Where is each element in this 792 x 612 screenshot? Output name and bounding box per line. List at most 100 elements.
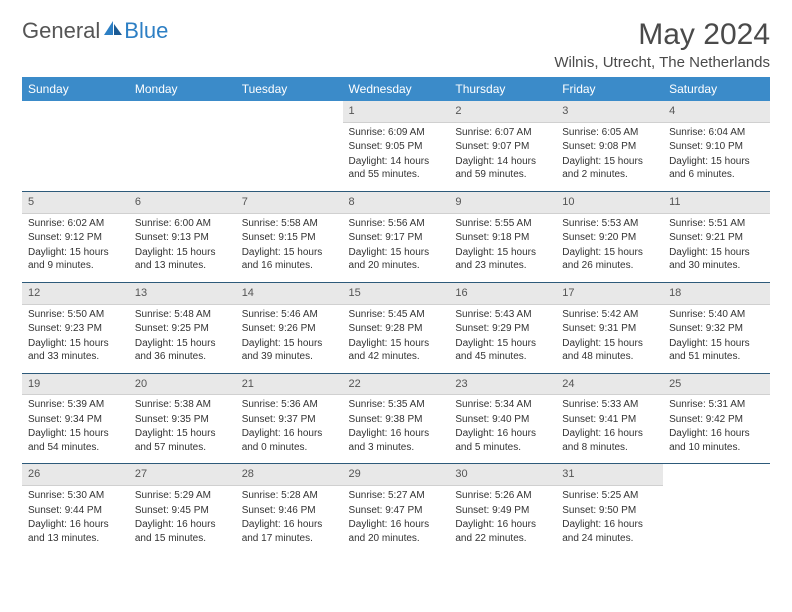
- logo-text-general: General: [22, 18, 100, 44]
- calendar-day: 19Sunrise: 5:39 AMSunset: 9:34 PMDayligh…: [22, 373, 129, 464]
- sunset-text: Sunset: 9:37 PM: [242, 413, 337, 427]
- sunrise-text: Sunrise: 5:34 AM: [455, 398, 550, 412]
- sunset-text: Sunset: 9:12 PM: [28, 231, 123, 245]
- day-body: Sunrise: 5:34 AMSunset: 9:40 PMDaylight:…: [449, 395, 556, 463]
- day-number: 30: [449, 464, 556, 486]
- day-number: 15: [343, 283, 450, 305]
- day-body: Sunrise: 5:58 AMSunset: 9:15 PMDaylight:…: [236, 214, 343, 282]
- day-body: Sunrise: 5:51 AMSunset: 9:21 PMDaylight:…: [663, 214, 770, 282]
- sunset-text: Sunset: 9:45 PM: [135, 504, 230, 518]
- calendar-empty: [22, 101, 129, 191]
- sunrise-text: Sunrise: 5:40 AM: [669, 308, 764, 322]
- weekday-header: Tuesday: [236, 77, 343, 101]
- daylight-text: Daylight: 15 hours and 16 minutes.: [242, 246, 337, 273]
- day-body: Sunrise: 6:07 AMSunset: 9:07 PMDaylight:…: [449, 123, 556, 191]
- daylight-text: Daylight: 15 hours and 30 minutes.: [669, 246, 764, 273]
- daylight-text: Daylight: 15 hours and 48 minutes.: [562, 337, 657, 364]
- calendar-day: 7Sunrise: 5:58 AMSunset: 9:15 PMDaylight…: [236, 191, 343, 282]
- sunrise-text: Sunrise: 5:58 AM: [242, 217, 337, 231]
- sunrise-text: Sunrise: 5:29 AM: [135, 489, 230, 503]
- sunset-text: Sunset: 9:38 PM: [349, 413, 444, 427]
- daylight-text: Daylight: 16 hours and 17 minutes.: [242, 518, 337, 545]
- sunrise-text: Sunrise: 5:46 AM: [242, 308, 337, 322]
- sunrise-text: Sunrise: 5:27 AM: [349, 489, 444, 503]
- day-number: 26: [22, 464, 129, 486]
- sunrise-text: Sunrise: 5:35 AM: [349, 398, 444, 412]
- day-number: 13: [129, 283, 236, 305]
- sunrise-text: Sunrise: 5:39 AM: [28, 398, 123, 412]
- calendar-day: 5Sunrise: 6:02 AMSunset: 9:12 PMDaylight…: [22, 191, 129, 282]
- day-number: 3: [556, 101, 663, 123]
- daylight-text: Daylight: 15 hours and 20 minutes.: [349, 246, 444, 273]
- sunrise-text: Sunrise: 6:07 AM: [455, 126, 550, 140]
- day-number: 22: [343, 374, 450, 396]
- sunset-text: Sunset: 9:35 PM: [135, 413, 230, 427]
- day-number: 21: [236, 374, 343, 396]
- sunset-text: Sunset: 9:20 PM: [562, 231, 657, 245]
- day-number: 11: [663, 192, 770, 214]
- calendar-empty: [663, 464, 770, 554]
- day-number: 4: [663, 101, 770, 123]
- calendar-day: 23Sunrise: 5:34 AMSunset: 9:40 PMDayligh…: [449, 373, 556, 464]
- daylight-text: Daylight: 15 hours and 45 minutes.: [455, 337, 550, 364]
- day-body: Sunrise: 5:48 AMSunset: 9:25 PMDaylight:…: [129, 305, 236, 373]
- calendar-day: 17Sunrise: 5:42 AMSunset: 9:31 PMDayligh…: [556, 282, 663, 373]
- header: General Blue May 2024 Wilnis, Utrecht, T…: [22, 18, 770, 71]
- daylight-text: Daylight: 16 hours and 24 minutes.: [562, 518, 657, 545]
- day-body: Sunrise: 6:09 AMSunset: 9:05 PMDaylight:…: [343, 123, 450, 191]
- daylight-text: Daylight: 15 hours and 51 minutes.: [669, 337, 764, 364]
- sunrise-text: Sunrise: 5:43 AM: [455, 308, 550, 322]
- sunset-text: Sunset: 9:41 PM: [562, 413, 657, 427]
- sunrise-text: Sunrise: 5:36 AM: [242, 398, 337, 412]
- weekday-header: Thursday: [449, 77, 556, 101]
- calendar-day: 4Sunrise: 6:04 AMSunset: 9:10 PMDaylight…: [663, 101, 770, 191]
- calendar-row: 12Sunrise: 5:50 AMSunset: 9:23 PMDayligh…: [22, 282, 770, 373]
- sunrise-text: Sunrise: 5:48 AM: [135, 308, 230, 322]
- day-body: Sunrise: 5:27 AMSunset: 9:47 PMDaylight:…: [343, 486, 450, 554]
- day-number: 5: [22, 192, 129, 214]
- sunset-text: Sunset: 9:21 PM: [669, 231, 764, 245]
- sunrise-text: Sunrise: 5:26 AM: [455, 489, 550, 503]
- sunrise-text: Sunrise: 5:31 AM: [669, 398, 764, 412]
- sunset-text: Sunset: 9:05 PM: [349, 140, 444, 154]
- daylight-text: Daylight: 15 hours and 23 minutes.: [455, 246, 550, 273]
- calendar-day: 21Sunrise: 5:36 AMSunset: 9:37 PMDayligh…: [236, 373, 343, 464]
- calendar-row: 5Sunrise: 6:02 AMSunset: 9:12 PMDaylight…: [22, 191, 770, 282]
- calendar-day: 18Sunrise: 5:40 AMSunset: 9:32 PMDayligh…: [663, 282, 770, 373]
- sunset-text: Sunset: 9:26 PM: [242, 322, 337, 336]
- weekday-header: Saturday: [663, 77, 770, 101]
- weekday-header: Wednesday: [343, 77, 450, 101]
- day-body: Sunrise: 5:30 AMSunset: 9:44 PMDaylight:…: [22, 486, 129, 554]
- daylight-text: Daylight: 16 hours and 13 minutes.: [28, 518, 123, 545]
- logo-text-blue: Blue: [124, 18, 168, 44]
- calendar-day: 26Sunrise: 5:30 AMSunset: 9:44 PMDayligh…: [22, 464, 129, 554]
- day-body: Sunrise: 5:56 AMSunset: 9:17 PMDaylight:…: [343, 214, 450, 282]
- calendar-day: 6Sunrise: 6:00 AMSunset: 9:13 PMDaylight…: [129, 191, 236, 282]
- calendar-empty: [129, 101, 236, 191]
- sunset-text: Sunset: 9:17 PM: [349, 231, 444, 245]
- calendar-day: 2Sunrise: 6:07 AMSunset: 9:07 PMDaylight…: [449, 101, 556, 191]
- day-number: 8: [343, 192, 450, 214]
- day-body: Sunrise: 5:45 AMSunset: 9:28 PMDaylight:…: [343, 305, 450, 373]
- day-number: 10: [556, 192, 663, 214]
- daylight-text: Daylight: 16 hours and 8 minutes.: [562, 427, 657, 454]
- daylight-text: Daylight: 16 hours and 5 minutes.: [455, 427, 550, 454]
- sunrise-text: Sunrise: 5:50 AM: [28, 308, 123, 322]
- calendar-day: 10Sunrise: 5:53 AMSunset: 9:20 PMDayligh…: [556, 191, 663, 282]
- calendar-day: 14Sunrise: 5:46 AMSunset: 9:26 PMDayligh…: [236, 282, 343, 373]
- weekday-header: Sunday: [22, 77, 129, 101]
- daylight-text: Daylight: 16 hours and 3 minutes.: [349, 427, 444, 454]
- day-number: 6: [129, 192, 236, 214]
- sunrise-text: Sunrise: 5:38 AM: [135, 398, 230, 412]
- sunrise-text: Sunrise: 6:04 AM: [669, 126, 764, 140]
- calendar-day: 13Sunrise: 5:48 AMSunset: 9:25 PMDayligh…: [129, 282, 236, 373]
- calendar-day: 31Sunrise: 5:25 AMSunset: 9:50 PMDayligh…: [556, 464, 663, 554]
- sunset-text: Sunset: 9:46 PM: [242, 504, 337, 518]
- sunrise-text: Sunrise: 5:25 AM: [562, 489, 657, 503]
- day-body: Sunrise: 5:31 AMSunset: 9:42 PMDaylight:…: [663, 395, 770, 463]
- day-body: Sunrise: 5:55 AMSunset: 9:18 PMDaylight:…: [449, 214, 556, 282]
- day-body: Sunrise: 5:50 AMSunset: 9:23 PMDaylight:…: [22, 305, 129, 373]
- day-number: 27: [129, 464, 236, 486]
- sunset-text: Sunset: 9:49 PM: [455, 504, 550, 518]
- daylight-text: Daylight: 16 hours and 22 minutes.: [455, 518, 550, 545]
